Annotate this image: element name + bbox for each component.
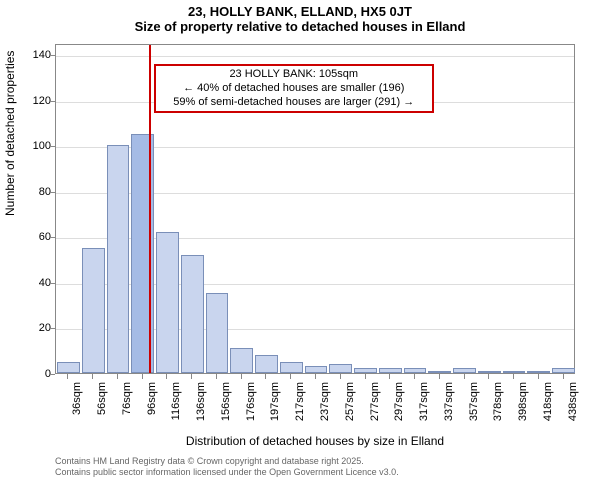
chart-title-line1: 23, HOLLY BANK, ELLAND, HX5 0JT xyxy=(0,4,600,19)
y-tick-mark xyxy=(50,101,55,102)
histogram-bar xyxy=(230,348,253,373)
x-tick-label: 96sqm xyxy=(146,382,158,432)
histogram-bar xyxy=(354,368,377,373)
histogram-bar xyxy=(379,368,402,373)
x-tick-mark xyxy=(117,374,118,379)
attribution-line2: Contains public sector information licen… xyxy=(55,467,399,478)
x-axis-label: Distribution of detached houses by size … xyxy=(55,434,575,448)
x-tick-label: 257sqm xyxy=(344,382,356,432)
x-tick-mark xyxy=(439,374,440,379)
x-tick-label: 277sqm xyxy=(369,382,381,432)
y-tick-mark xyxy=(50,146,55,147)
attribution-line1: Contains HM Land Registry data © Crown c… xyxy=(55,456,399,467)
y-tick-mark xyxy=(50,192,55,193)
x-tick-label: 398sqm xyxy=(517,382,529,432)
x-tick-label: 156sqm xyxy=(220,382,232,432)
x-tick-label: 378sqm xyxy=(492,382,504,432)
x-tick-label: 176sqm xyxy=(245,382,257,432)
y-tick-label: 20 xyxy=(21,322,51,334)
y-tick-label: 100 xyxy=(21,140,51,152)
histogram-bar xyxy=(57,362,80,373)
x-tick-mark xyxy=(166,374,167,379)
y-tick-label: 40 xyxy=(21,277,51,289)
histogram-bar xyxy=(206,293,229,373)
x-tick-mark xyxy=(142,374,143,379)
y-tick-label: 0 xyxy=(21,368,51,380)
histogram-bar xyxy=(255,355,278,373)
histogram-bar xyxy=(280,362,303,373)
x-tick-label: 297sqm xyxy=(393,382,405,432)
y-tick-mark xyxy=(50,237,55,238)
histogram-bar xyxy=(552,368,575,373)
x-tick-mark xyxy=(365,374,366,379)
y-tick-label: 60 xyxy=(21,231,51,243)
x-tick-mark xyxy=(265,374,266,379)
y-tick-mark xyxy=(50,328,55,329)
plot-area: 23 HOLLY BANK: 105sqm← 40% of detached h… xyxy=(55,44,575,374)
histogram-bar xyxy=(305,366,328,373)
x-tick-label: 237sqm xyxy=(319,382,331,432)
x-tick-mark xyxy=(538,374,539,379)
x-tick-label: 197sqm xyxy=(269,382,281,432)
x-tick-mark xyxy=(464,374,465,379)
x-tick-label: 136sqm xyxy=(195,382,207,432)
histogram-bar xyxy=(428,371,451,373)
histogram-bar xyxy=(107,145,130,373)
histogram-bar xyxy=(329,364,352,373)
x-tick-label: 217sqm xyxy=(294,382,306,432)
annotation-line2: 59% of semi-detached houses are larger (… xyxy=(162,96,426,110)
x-tick-mark xyxy=(513,374,514,379)
histogram-bar xyxy=(453,368,476,373)
x-tick-mark xyxy=(241,374,242,379)
x-tick-label: 36sqm xyxy=(71,382,83,432)
chart-title-block: 23, HOLLY BANK, ELLAND, HX5 0JT Size of … xyxy=(0,4,600,34)
y-axis-label: Number of detached properties xyxy=(3,200,17,216)
histogram-bar xyxy=(478,371,501,373)
reference-line xyxy=(149,45,151,373)
x-tick-mark xyxy=(389,374,390,379)
histogram-bar xyxy=(503,371,526,373)
chart-container: 23, HOLLY BANK, ELLAND, HX5 0JT Size of … xyxy=(0,0,600,500)
x-tick-label: 418sqm xyxy=(542,382,554,432)
x-tick-mark xyxy=(67,374,68,379)
chart-subtitle: Size of property relative to detached ho… xyxy=(0,19,600,34)
x-tick-mark xyxy=(290,374,291,379)
histogram-bar xyxy=(156,232,179,373)
y-tick-label: 140 xyxy=(21,49,51,61)
x-tick-mark xyxy=(340,374,341,379)
histogram-bar xyxy=(131,134,154,373)
histogram-bar xyxy=(181,255,204,373)
x-tick-mark xyxy=(92,374,93,379)
y-tick-label: 80 xyxy=(21,186,51,198)
x-tick-label: 116sqm xyxy=(170,382,182,432)
gridline xyxy=(56,56,574,57)
attribution-text: Contains HM Land Registry data © Crown c… xyxy=(55,456,399,478)
y-tick-label: 120 xyxy=(21,95,51,107)
x-tick-mark xyxy=(191,374,192,379)
y-tick-mark xyxy=(50,55,55,56)
histogram-bar xyxy=(527,371,550,373)
x-tick-label: 438sqm xyxy=(567,382,579,432)
annotation-box: 23 HOLLY BANK: 105sqm← 40% of detached h… xyxy=(154,64,434,113)
x-tick-label: 56sqm xyxy=(96,382,108,432)
x-tick-mark xyxy=(315,374,316,379)
x-tick-label: 317sqm xyxy=(418,382,430,432)
histogram-bar xyxy=(404,368,427,373)
x-tick-mark xyxy=(216,374,217,379)
annotation-line1: ← 40% of detached houses are smaller (19… xyxy=(162,82,426,96)
histogram-bar xyxy=(82,248,105,373)
y-tick-mark xyxy=(50,374,55,375)
annotation-title: 23 HOLLY BANK: 105sqm xyxy=(162,68,426,82)
x-tick-label: 357sqm xyxy=(468,382,480,432)
x-tick-mark xyxy=(563,374,564,379)
y-tick-mark xyxy=(50,283,55,284)
x-tick-label: 76sqm xyxy=(121,382,133,432)
x-tick-mark xyxy=(488,374,489,379)
x-tick-mark xyxy=(414,374,415,379)
x-tick-label: 337sqm xyxy=(443,382,455,432)
